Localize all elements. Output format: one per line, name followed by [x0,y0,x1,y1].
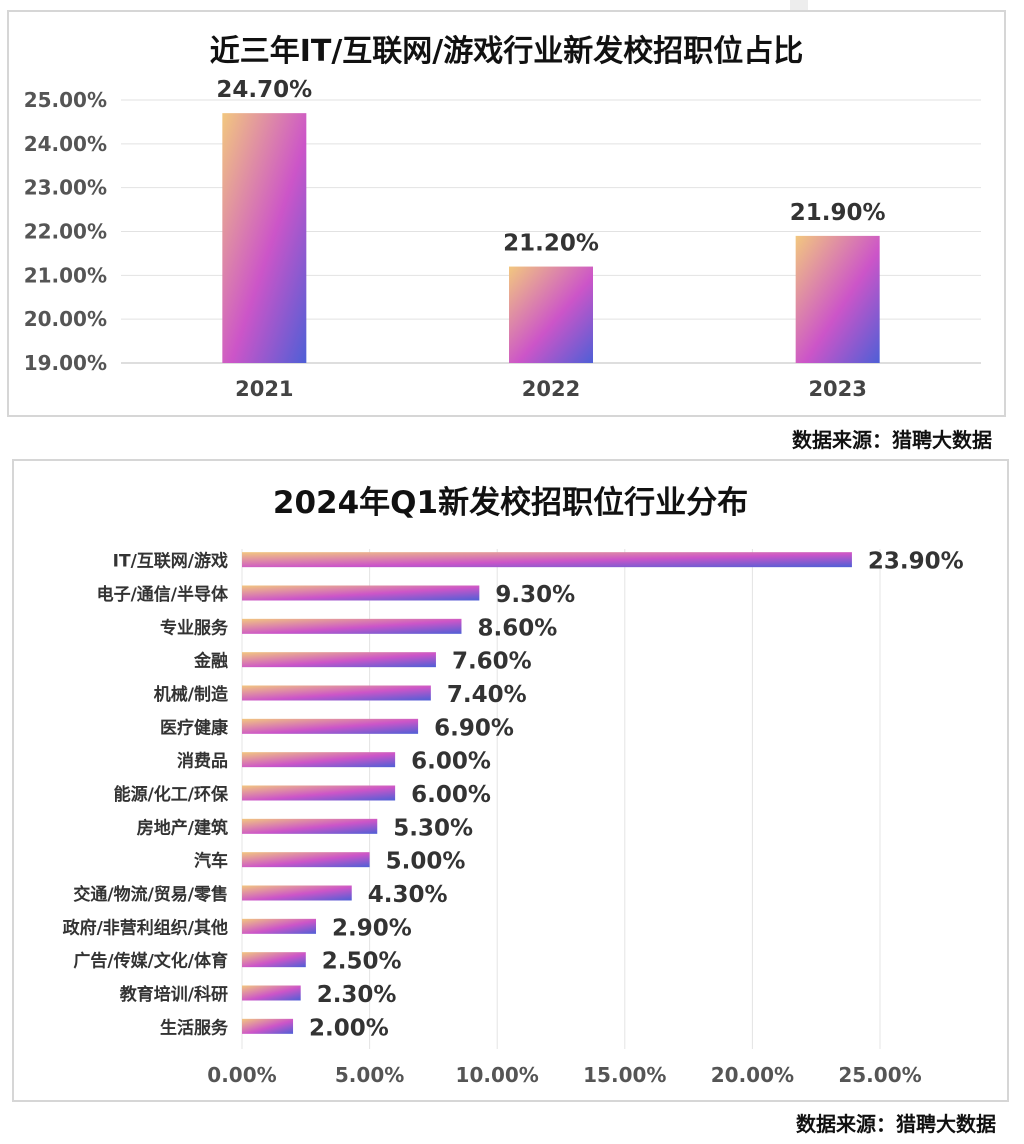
bar-医疗健康 [242,718,419,734]
bar-汽车 [242,852,370,868]
y-tick-label: 汽车 [194,851,228,872]
x-tick-label: 2022 [522,377,580,401]
data-label: 2.30% [317,982,397,1008]
y-tick-label: 23.00% [24,176,107,200]
x-tick-label: 5.00% [335,1063,404,1087]
y-tick-label: 广告/传媒/文化/体育 [73,951,228,972]
y-tick-label: 机械/制造 [154,684,229,705]
x-tick-label: 20.00% [711,1063,794,1087]
data-label: 23.90% [868,549,964,575]
y-tick-label: 教育培训/科研 [119,984,228,1005]
data-label: 5.00% [386,849,466,875]
data-label: 2.90% [332,915,412,941]
y-tick-label: 房地产/建筑 [137,817,228,838]
data-label: 6.90% [434,715,514,741]
bar-IT/互联网/游戏 [242,552,852,568]
chart-title: 近三年IT/互联网/游戏行业新发校招职位占比 [209,34,804,69]
data-label: 2.00% [309,1015,389,1041]
y-tick-label: 21.00% [24,263,107,287]
data-source-label: 数据来源：猎聘大数据 [796,1112,996,1136]
y-tick-label: 能源/化工/环保 [114,784,229,805]
y-tick-label: 生活服务 [160,1017,229,1038]
bar-生活服务 [242,1018,294,1034]
data-label: 21.90% [790,200,886,226]
x-tick-label: 25.00% [838,1063,921,1087]
bar-机械/制造 [242,685,431,701]
bar-房地产/建筑 [242,818,378,834]
y-tick-label: 专业服务 [160,617,229,638]
bar-chart-yearly: 19.00% 20.00% 21.00% 22.00% 23.00% 24.00% 25.0… [24,77,981,401]
y-tick-label: 医疗健康 [160,717,229,738]
data-label: 7.40% [447,682,527,708]
bar-chart-industry: 0.00% 5.00% 10.00% 15.00% 20.00% 25.00% IT/互联网… [63,549,964,1087]
chart-panel-yearly: 近三年IT/互联网/游戏行业新发校招职位占比 19.00% 20.00% 21.00… [7,10,1006,417]
y-tick-label: 电子/通信/半导体 [97,584,229,605]
y-tick-label: 22.00% [24,220,107,244]
data-label: 2.50% [322,949,402,975]
data-label: 6.00% [411,749,491,775]
bar-能源/化工/环保 [242,785,396,801]
bar-专业服务 [242,618,462,634]
chart-panel-industry: 2024年Q1新发校招职位行业分布 0.00% 5.00% 10.00% 15.00%… [12,459,1009,1102]
y-tick-label: 交通/物流/贸易/零售 [73,884,228,905]
y-tick-label: 金融 [193,651,228,672]
bar-政府/非营利组织/其他 [242,918,317,934]
data-source-label: 数据来源：猎聘大数据 [792,428,992,452]
y-tick-label: 24.00% [24,132,107,156]
chart-title: 2024年Q1新发校招职位行业分布 [272,485,749,521]
bar-交通/物流/贸易/零售 [242,885,352,901]
x-tick-label: 2021 [235,377,293,401]
data-label: 21.20% [503,231,599,257]
x-tick-label: 0.00% [207,1063,276,1087]
y-tick-label: 20.00% [24,307,107,331]
bar-消费品 [242,752,396,768]
x-tick-label: 10.00% [456,1063,539,1087]
data-label: 6.00% [411,782,491,808]
bar-广告/传媒/文化/体育 [242,952,306,968]
bar-2023 [795,235,880,363]
x-tick-label: 15.00% [583,1063,666,1087]
y-tick-label: 25.00% [24,88,107,112]
data-label: 4.30% [368,882,448,908]
data-label: 8.60% [477,615,557,641]
bar-电子/通信/半导体 [242,585,480,601]
data-label: 5.30% [393,815,473,841]
bar-2022 [509,266,593,363]
bar-教育培训/科研 [242,985,301,1001]
y-tick-label: 政府/非营利组织/其他 [63,917,228,938]
x-tick-label: 2023 [808,377,866,401]
bar-金融 [242,652,436,668]
y-tick-label: 消费品 [177,751,228,772]
y-tick-label: IT/互联网/游戏 [113,551,228,572]
data-label: 9.30% [495,582,575,608]
y-tick-label: 19.00% [24,351,107,375]
data-label: 7.60% [452,649,532,675]
bar-2021 [222,113,307,364]
data-label: 24.70% [216,77,312,103]
